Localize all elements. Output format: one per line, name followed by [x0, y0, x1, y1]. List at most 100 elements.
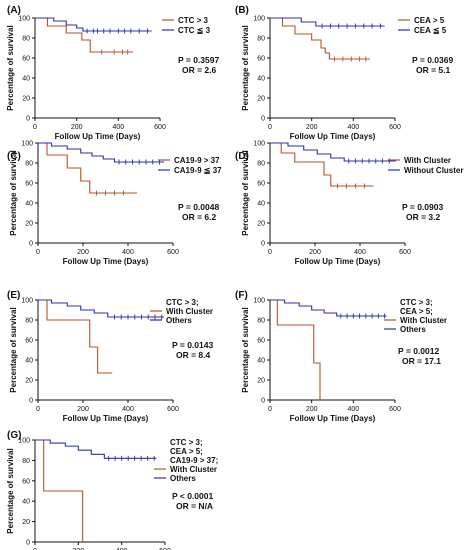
- y-axis-title: Percentage of survival: [9, 150, 18, 235]
- chart-panel-2: (B) 0 20 40 60 80 100 0 200 400 600 Follow Up Time …: [235, 5, 453, 141]
- x-tick-label: 600: [154, 124, 166, 131]
- p-value-text: P = 0.0012: [398, 346, 439, 356]
- legend-label: With Cluster: [170, 465, 217, 474]
- x-tick-label: 200: [77, 406, 89, 413]
- y-axis-title: Percentage of survival: [241, 150, 250, 235]
- legend-label: CA19-9 > 37: [174, 156, 220, 165]
- x-axis-title: Follow Up Time (Days): [63, 414, 149, 423]
- x-axis-title: Follow Up Time (Days): [63, 257, 149, 266]
- legend-label: CEA > 5;: [400, 307, 433, 316]
- x-tick-label: 600: [167, 249, 179, 256]
- legend-label: Without Cluster: [404, 166, 463, 175]
- x-tick-label: 400: [116, 548, 128, 550]
- y-tick-label: 100: [253, 298, 265, 305]
- y-axis-title: Percentage of survival: [6, 448, 15, 533]
- y-tick-label: 20: [257, 96, 265, 103]
- y-tick-label: 60: [257, 181, 265, 188]
- odds-ratio-text: OR = 8.4: [176, 350, 211, 360]
- x-tick-label: 200: [77, 249, 89, 256]
- y-tick-label: 60: [22, 478, 30, 485]
- y-axis-title: Percentage of survival: [9, 307, 18, 392]
- y-tick-label: 20: [25, 378, 33, 385]
- y-axis-title: Percentage of survival: [241, 307, 250, 392]
- p-value-text: P < 0.0001: [172, 491, 213, 501]
- x-tick-label: 600: [159, 548, 171, 550]
- survival-curve-high-risk: [35, 17, 133, 53]
- y-tick-label: 40: [25, 201, 33, 208]
- panel-label: (G): [7, 430, 21, 441]
- y-tick-label: 80: [22, 458, 30, 465]
- y-tick-label: 40: [257, 358, 265, 365]
- p-value-text: P = 0.0903: [402, 202, 443, 212]
- y-tick-label: 100: [253, 141, 265, 148]
- x-tick-label: 400: [122, 406, 134, 413]
- x-tick-label: 600: [399, 249, 411, 256]
- legend-label: CTC > 3;: [166, 298, 199, 307]
- legend-label: CTC ≦ 3: [178, 26, 211, 35]
- y-tick-label: 0: [261, 398, 265, 405]
- y-tick-label: 0: [26, 116, 30, 123]
- survival-curve-low-risk: [38, 299, 164, 318]
- legend-label: CEA > 5: [414, 16, 445, 25]
- y-tick-label: 60: [25, 181, 33, 188]
- panel-label: (D): [235, 151, 249, 162]
- y-tick-label: 40: [257, 76, 265, 83]
- y-axis-title: Percentage of survival: [241, 25, 250, 110]
- x-tick-label: 400: [347, 406, 359, 413]
- y-tick-label: 0: [29, 398, 33, 405]
- y-tick-label: 100: [253, 16, 265, 23]
- survival-curve-high-risk: [38, 299, 113, 374]
- x-tick-label: 400: [112, 124, 124, 131]
- survival-curve-low-risk: [270, 142, 396, 162]
- y-tick-label: 60: [22, 56, 30, 63]
- y-tick-label: 80: [22, 36, 30, 43]
- survival-curve-high-risk: [270, 17, 370, 60]
- panel-label: (F): [235, 290, 248, 301]
- y-tick-label: 100: [18, 16, 30, 23]
- y-tick-label: 100: [21, 141, 33, 148]
- x-axis-title: Follow Up Time (Days): [290, 414, 376, 423]
- x-tick-label: 400: [122, 249, 134, 256]
- x-tick-label: 0: [33, 124, 37, 131]
- x-tick-label: 200: [306, 406, 318, 413]
- y-tick-label: 20: [22, 519, 30, 526]
- survival-curve-high-risk: [270, 142, 374, 187]
- legend-label: Others: [170, 474, 196, 483]
- legend-label: CTC > 3;: [400, 298, 433, 307]
- legend-label: With Cluster: [400, 316, 447, 325]
- panel-label: (A): [7, 5, 21, 16]
- y-tick-label: 80: [257, 318, 265, 325]
- odds-ratio-text: OR = 6.2: [182, 212, 217, 222]
- x-tick-label: 600: [389, 124, 401, 131]
- panel-label: (B): [235, 5, 249, 16]
- x-tick-label: 200: [306, 124, 318, 131]
- legend-label: CTC > 3: [178, 16, 209, 25]
- x-tick-label: 0: [36, 249, 40, 256]
- panel-label: (E): [7, 290, 20, 301]
- legend-label: With Cluster: [404, 156, 451, 165]
- x-tick-label: 0: [268, 124, 272, 131]
- survival-curve-low-risk: [35, 17, 152, 32]
- survival-curve-low-risk: [270, 17, 385, 27]
- y-tick-label: 0: [26, 540, 30, 547]
- y-tick-label: 20: [257, 221, 265, 228]
- p-value-text: P = 0.0048: [178, 202, 219, 212]
- p-value-text: P = 0.3597: [178, 55, 219, 65]
- x-tick-label: 0: [268, 249, 272, 256]
- chart-panel-6: (F) 0 20 40 60 80 100 0 200 400 600 Follow Up Time …: [235, 290, 447, 423]
- odds-ratio-text: OR = 3.2: [406, 212, 441, 222]
- y-tick-label: 40: [257, 201, 265, 208]
- x-tick-label: 200: [71, 124, 83, 131]
- p-value-text: P = 0.0369: [412, 55, 453, 65]
- y-tick-label: 80: [25, 318, 33, 325]
- chart-panel-4: (D) 0 20 40 60 80 100 0 200 400 600 Follow Up Time …: [235, 141, 463, 267]
- survival-curve-low-risk: [38, 142, 164, 163]
- y-tick-label: 40: [22, 499, 30, 506]
- x-tick-label: 0: [268, 406, 272, 413]
- y-tick-label: 80: [257, 36, 265, 43]
- legend-label: Others: [166, 316, 192, 325]
- x-tick-label: 600: [167, 406, 179, 413]
- y-tick-label: 20: [22, 96, 30, 103]
- x-tick-label: 0: [33, 548, 37, 550]
